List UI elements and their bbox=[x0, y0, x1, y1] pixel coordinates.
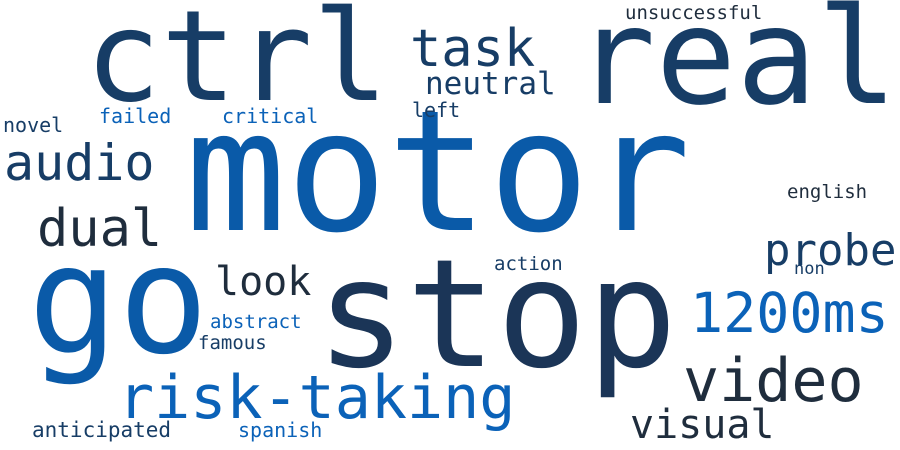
word-task: task bbox=[410, 19, 536, 79]
word-failed: failed bbox=[99, 104, 172, 128]
word-look: look bbox=[215, 259, 312, 305]
word-famous: famous bbox=[198, 332, 267, 354]
word-motor: motor bbox=[185, 74, 691, 270]
word-anticipated: anticipated bbox=[32, 418, 172, 442]
word-non: non bbox=[794, 259, 825, 279]
word-spanish: spanish bbox=[238, 418, 323, 442]
word-stop: stop bbox=[316, 228, 678, 402]
word-real: real bbox=[575, 0, 898, 135]
word-novel: novel bbox=[3, 113, 64, 137]
word-dual: dual bbox=[37, 199, 163, 259]
word-unsuccessful: unsuccessful bbox=[625, 2, 763, 24]
word-abstract: abstract bbox=[210, 311, 302, 333]
word-video: video bbox=[683, 346, 864, 416]
word-neutral: neutral bbox=[425, 66, 556, 102]
word-risk-taking: risk-taking bbox=[118, 363, 516, 433]
word-visual: visual bbox=[630, 402, 775, 448]
word-left: left bbox=[412, 98, 461, 122]
word-go: go bbox=[28, 214, 209, 388]
word-action: action bbox=[494, 253, 563, 275]
word-ctrl: ctrl bbox=[85, 0, 389, 130]
word-probe: probe bbox=[764, 225, 897, 276]
word-audio: audio bbox=[4, 134, 155, 192]
word-1200ms: 1200ms bbox=[690, 281, 889, 345]
word-english: english bbox=[787, 181, 868, 203]
word-critical: critical bbox=[222, 104, 319, 128]
